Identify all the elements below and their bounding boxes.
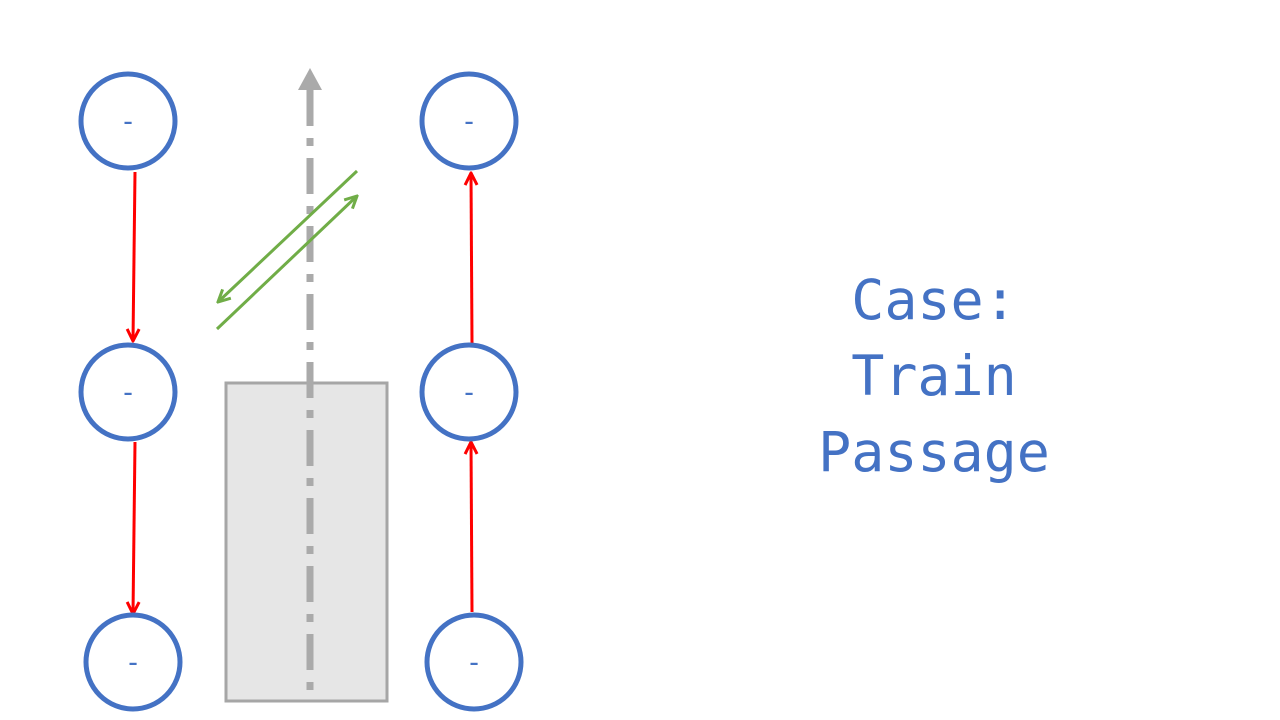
flow-arrow-right-upper (471, 173, 472, 344)
node-label: - (125, 646, 142, 679)
flow-arrow-left-upper (133, 171, 135, 341)
node-label: - (120, 376, 137, 409)
caption-line-2: Train (851, 344, 1017, 408)
case-caption: Case: Train Passage (734, 262, 1134, 490)
node-label: - (461, 105, 478, 138)
caption-line-3: Passage (818, 420, 1050, 484)
caption-line-1: Case: (851, 268, 1017, 332)
flow-arrow-right-lower (471, 442, 472, 613)
exchange-arrow-down-left (218, 169, 359, 302)
node-left-bottom: - (83, 612, 183, 712)
node-left-top: - (78, 71, 178, 171)
node-right-bottom: - (424, 612, 524, 712)
node-left-middle: - (78, 342, 178, 442)
exchange-arrow-up-right (215, 196, 357, 331)
node-label: - (461, 376, 478, 409)
track-direction-arrow-icon (298, 68, 322, 90)
node-right-top: - (419, 71, 519, 171)
node-label: - (466, 646, 483, 679)
node-right-middle: - (419, 342, 519, 442)
node-label: - (120, 105, 137, 138)
flow-arrow-left-lower (133, 441, 135, 614)
